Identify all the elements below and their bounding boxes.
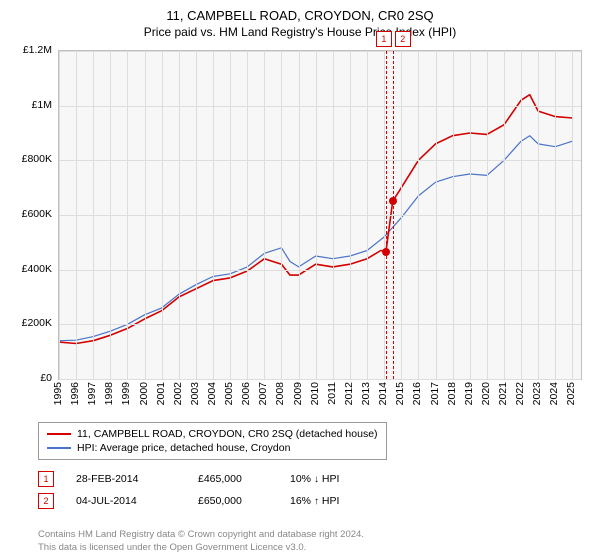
y-tick-label: £0 — [8, 372, 52, 384]
x-tick-label: 2012 — [343, 382, 355, 405]
marker-flag: 1 — [376, 31, 392, 47]
event-delta: 16% ↑ HPI — [290, 495, 380, 507]
x-tick-label: 2002 — [172, 382, 184, 405]
x-tick-label: 2003 — [189, 382, 201, 405]
y-tick-label: £600K — [8, 208, 52, 220]
x-tick-label: 2004 — [206, 382, 218, 405]
attribution-line: Contains HM Land Registry data © Crown c… — [38, 529, 364, 541]
x-tick-label: 2005 — [223, 382, 235, 405]
y-tick-label: £1M — [8, 99, 52, 111]
x-tick-label: 2010 — [309, 382, 321, 405]
x-tick-label: 2014 — [377, 382, 389, 405]
x-tick-label: 1995 — [52, 382, 64, 405]
x-tick-label: 2019 — [463, 382, 475, 405]
marker-line — [386, 51, 387, 379]
event-delta: 10% ↓ HPI — [290, 473, 380, 485]
y-tick-label: £800K — [8, 153, 52, 165]
y-tick-label: £200K — [8, 317, 52, 329]
x-tick-label: 2013 — [360, 382, 372, 405]
x-tick-label: 1996 — [69, 382, 81, 405]
x-tick-label: 2011 — [326, 382, 338, 405]
marker-point — [382, 248, 390, 256]
legend-item: HPI: Average price, detached house, Croy… — [47, 441, 378, 455]
events-table: 1 28-FEB-2014 £465,000 10% ↓ HPI 2 04-JU… — [38, 468, 380, 512]
event-price: £465,000 — [198, 473, 268, 485]
x-tick-label: 2007 — [257, 382, 269, 405]
x-tick-label: 2016 — [411, 382, 423, 405]
x-tick-label: 2020 — [480, 382, 492, 405]
x-tick-label: 2023 — [531, 382, 543, 405]
x-tick-label: 2024 — [548, 382, 560, 405]
arrow-icon: ↑ — [314, 496, 319, 507]
legend-item: 11, CAMPBELL ROAD, CROYDON, CR0 2SQ (det… — [47, 427, 378, 441]
event-row: 2 04-JUL-2014 £650,000 16% ↑ HPI — [38, 490, 380, 512]
marker-line — [393, 51, 394, 379]
event-row: 1 28-FEB-2014 £465,000 10% ↓ HPI — [38, 468, 380, 490]
y-tick-label: £400K — [8, 263, 52, 275]
x-tick-label: 1997 — [86, 382, 98, 405]
marker-flag: 2 — [395, 31, 411, 47]
x-tick-label: 2006 — [240, 382, 252, 405]
legend-label: 11, CAMPBELL ROAD, CROYDON, CR0 2SQ (det… — [77, 428, 378, 440]
plot-area: 12 — [58, 50, 582, 380]
x-tick-label: 2025 — [565, 382, 577, 405]
x-tick-label: 2015 — [394, 382, 406, 405]
x-tick-label: 2021 — [497, 382, 509, 405]
attribution-line: This data is licensed under the Open Gov… — [38, 542, 364, 554]
y-tick-label: £1.2M — [8, 44, 52, 56]
x-tick-label: 1999 — [120, 382, 132, 405]
x-tick-label: 2022 — [514, 382, 526, 405]
arrow-icon: ↓ — [314, 474, 319, 485]
chart: 12 £0 £200K £400K £600K £800K £1M £1.2M 1995 199… — [8, 46, 592, 422]
x-tick-label: 2000 — [138, 382, 150, 405]
x-tick-label: 2001 — [155, 382, 167, 405]
page-subtitle: Price paid vs. HM Land Registry's House … — [0, 23, 600, 45]
event-price: £650,000 — [198, 495, 268, 507]
x-tick-label: 2017 — [429, 382, 441, 405]
event-badge: 2 — [38, 493, 54, 509]
legend-swatch — [47, 447, 71, 449]
chart-container: 11, CAMPBELL ROAD, CROYDON, CR0 2SQ Pric… — [0, 0, 600, 560]
page-title: 11, CAMPBELL ROAD, CROYDON, CR0 2SQ — [0, 0, 600, 23]
event-date: 28-FEB-2014 — [76, 473, 176, 485]
event-badge: 1 — [38, 471, 54, 487]
x-tick-label: 2009 — [292, 382, 304, 405]
legend-swatch — [47, 433, 71, 435]
x-tick-label: 2018 — [446, 382, 458, 405]
legend-label: HPI: Average price, detached house, Croy… — [77, 442, 290, 454]
legend: 11, CAMPBELL ROAD, CROYDON, CR0 2SQ (det… — [38, 422, 387, 460]
event-date: 04-JUL-2014 — [76, 495, 176, 507]
marker-point — [389, 197, 397, 205]
attribution: Contains HM Land Registry data © Crown c… — [38, 529, 364, 554]
x-tick-label: 2008 — [274, 382, 286, 405]
x-tick-label: 1998 — [103, 382, 115, 405]
